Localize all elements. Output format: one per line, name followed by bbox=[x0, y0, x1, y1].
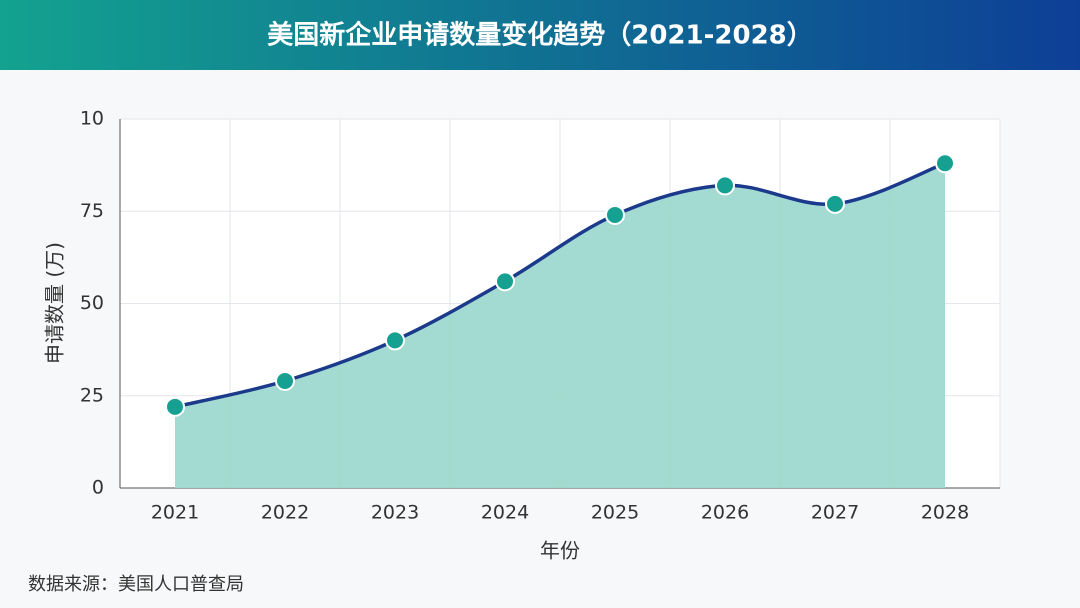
y-tick-label: 50 bbox=[80, 292, 104, 314]
x-tick-label: 2023 bbox=[371, 502, 419, 524]
marker bbox=[385, 330, 405, 351]
marker bbox=[825, 193, 845, 214]
y-tick-label: 0 bbox=[92, 477, 104, 499]
chart-title: 美国新企业申请数量变化趋势（2021-2028） bbox=[267, 20, 813, 51]
marker bbox=[715, 175, 735, 196]
x-tick-label: 2028 bbox=[921, 502, 969, 524]
marker bbox=[605, 204, 625, 225]
y-axis-label: 申请数量 (万) bbox=[43, 242, 67, 364]
marker bbox=[165, 396, 185, 417]
line bbox=[174, 161, 946, 409]
marker bbox=[935, 153, 955, 174]
x-tick-label: 2022 bbox=[261, 502, 309, 524]
area-fill bbox=[175, 163, 945, 488]
x-axis-label: 年份 bbox=[540, 539, 580, 563]
x-tick-label: 2025 bbox=[591, 502, 639, 524]
x-tick-label: 2027 bbox=[811, 502, 859, 524]
y-tick-label: 10 bbox=[80, 108, 104, 130]
x-tick-label: 2024 bbox=[481, 502, 529, 524]
x-tick-label: 2021 bbox=[151, 502, 199, 524]
y-tick-label: 25 bbox=[80, 384, 104, 406]
marker bbox=[275, 370, 295, 391]
y-tick-label: 75 bbox=[80, 200, 104, 222]
marker bbox=[495, 271, 515, 292]
source-note: 数据来源：美国人口普查局 bbox=[28, 574, 244, 595]
x-tick-label: 2026 bbox=[701, 502, 749, 524]
title-bar bbox=[0, 0, 1080, 70]
